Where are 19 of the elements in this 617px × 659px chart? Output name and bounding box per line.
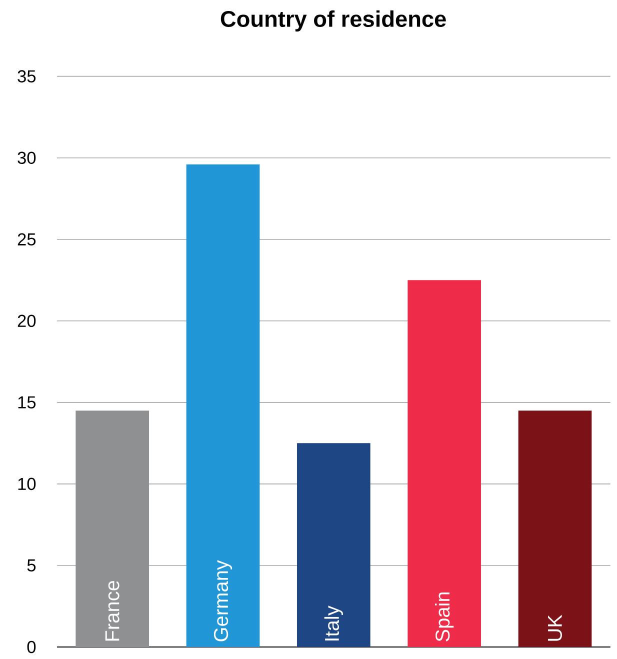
bar [297, 443, 370, 647]
y-tick-label: 20 [18, 314, 36, 328]
x-tick-label: Germany [214, 560, 232, 642]
bar [186, 164, 260, 647]
y-tick-label: 0 [27, 640, 36, 654]
y-tick-label: 30 [18, 152, 36, 164]
chart-title: Country of residence [220, 10, 446, 32]
bar [76, 410, 149, 647]
y-tick-label: 25 [18, 233, 36, 246]
x-tick-label: Spain [435, 592, 454, 642]
x-tick-label: Italy [324, 606, 343, 640]
y-tick-label: 35 [18, 70, 36, 82]
x-tick-label: France [105, 580, 120, 641]
x-tick-label: UK [548, 614, 562, 641]
bar [518, 410, 592, 647]
y-tick-label: 15 [18, 396, 36, 408]
y-tick-label: 10 [18, 478, 36, 490]
bar [408, 280, 481, 647]
y-tick-label: 5 [27, 559, 36, 572]
